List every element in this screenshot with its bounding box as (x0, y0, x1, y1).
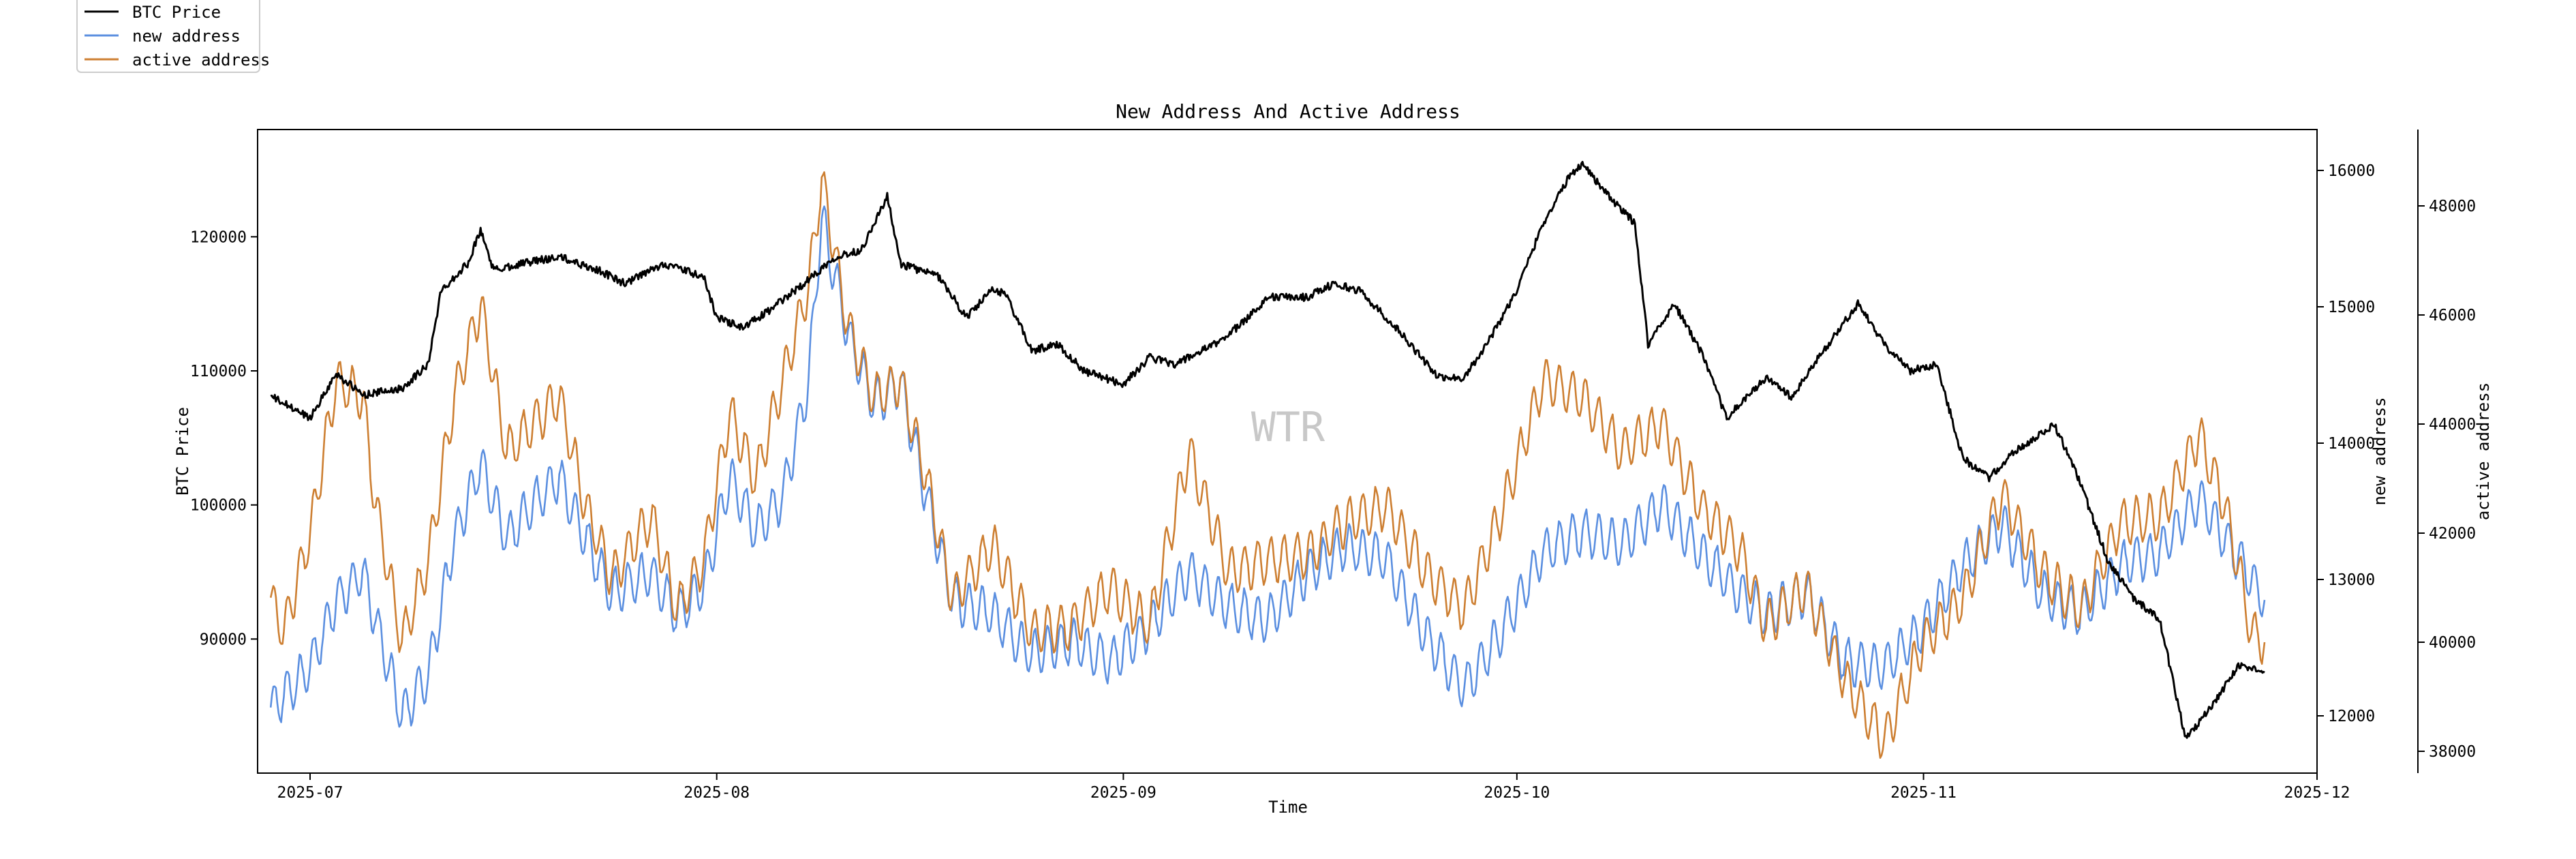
x-tick-label: 2025-12 (2284, 784, 2350, 802)
right1-axis-ticks: 12000 13000 14000 15000 16000 (2317, 162, 2375, 725)
plot-area (269, 160, 2266, 759)
x-tick-label: 2025-07 (277, 784, 343, 802)
left-tick-label: 120000 (190, 228, 247, 246)
right1-axis-label: new address (2370, 397, 2389, 506)
x-tick-label: 2025-11 (1890, 784, 1957, 802)
right1-tick-label: 15000 (2328, 299, 2375, 316)
right1-tick-label: 14000 (2328, 435, 2375, 453)
right1-tick-label: 13000 (2328, 571, 2375, 589)
series-line-active-address (269, 171, 2266, 759)
watermark: WTR (1251, 404, 1325, 451)
right2-tick-label: 38000 (2429, 743, 2476, 761)
right2-tick-label: 48000 (2429, 198, 2476, 215)
x-axis-ticks: 2025-07 2025-08 2025-09 2025-10 2025-11 2025-… (277, 773, 2350, 802)
right1-tick-label: 16000 (2328, 162, 2375, 180)
x-tick-label: 2025-08 (684, 784, 750, 802)
right2-tick-label: 44000 (2429, 416, 2476, 434)
left-axis-label: BTC Price (173, 407, 192, 496)
right2-tick-label: 40000 (2429, 634, 2476, 652)
left-tick-label: 110000 (190, 363, 247, 380)
left-tick-label: 90000 (200, 631, 247, 648)
chart-title: New Address And Active Address (1116, 100, 1460, 123)
series-line-btc-price (270, 160, 2265, 739)
left-tick-label: 100000 (190, 497, 247, 515)
x-axis-label: Time (1268, 798, 1308, 817)
x-tick-label: 2025-09 (1090, 784, 1156, 802)
left-axis-ticks: 90000 100000 110000 120000 (190, 228, 258, 648)
right2-axis-label: active address (2474, 382, 2493, 520)
legend-label-btc-price: BTC Price (132, 3, 221, 22)
legend-label-new-address: new address (132, 27, 241, 46)
right2-tick-label: 46000 (2429, 307, 2476, 325)
series-line-new-address (269, 205, 2266, 728)
right2-axis-ticks: 38000 40000 42000 44000 46000 48000 (2418, 198, 2476, 761)
plot-frame (257, 129, 2318, 774)
legend: BTC Price new address active address (76, 0, 270, 73)
legend-frame (76, 0, 260, 73)
x-tick-label: 2025-10 (1484, 784, 1550, 802)
right1-tick-label: 12000 (2328, 708, 2375, 725)
legend-label-active-address: active address (132, 50, 270, 70)
right2-tick-label: 42000 (2429, 525, 2476, 543)
